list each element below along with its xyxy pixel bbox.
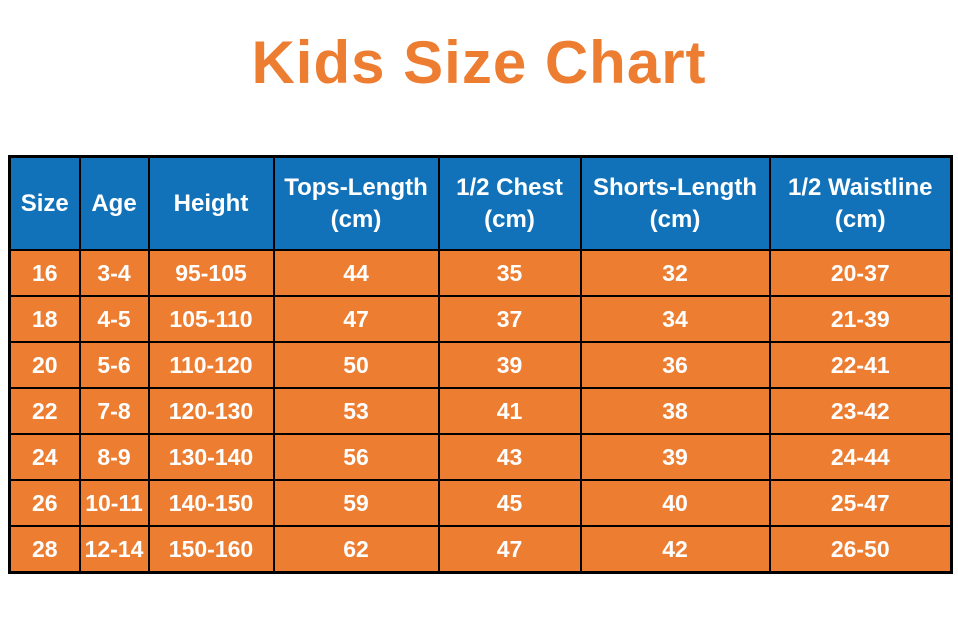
- cell-age: 12-14: [78, 525, 150, 574]
- cell-shorts-length: 38: [579, 387, 771, 435]
- cell-half-waistline: 20-37: [768, 249, 953, 297]
- cell-height: 110-120: [147, 341, 275, 389]
- cell-shorts-length: 34: [579, 295, 771, 343]
- cell-size: 20: [8, 341, 81, 389]
- cell-age: 5-6: [78, 341, 150, 389]
- page-title: Kids Size Chart: [251, 29, 707, 96]
- cell-height: 130-140: [147, 433, 275, 481]
- cell-shorts-length: 36: [579, 341, 771, 389]
- cell-half-chest: 41: [437, 387, 582, 435]
- cell-size: 26: [8, 479, 81, 527]
- table-row: 28 12-14 150-160 62 47 42 26-50: [8, 525, 953, 574]
- cell-age: 3-4: [78, 249, 150, 297]
- cell-shorts-length: 32: [579, 249, 771, 297]
- cell-half-waistline: 22-41: [768, 341, 953, 389]
- cell-height: 95-105: [147, 249, 275, 297]
- cell-tops-length: 44: [272, 249, 440, 297]
- size-chart-table: Size Age Height Tops-Length (cm) 1/2 Che…: [8, 155, 953, 574]
- cell-age: 7-8: [78, 387, 150, 435]
- cell-size: 28: [8, 525, 81, 574]
- header-cell-shorts-length: Shorts-Length (cm): [579, 155, 771, 251]
- cell-tops-length: 53: [272, 387, 440, 435]
- header-cell-tops-length: Tops-Length (cm): [272, 155, 440, 251]
- cell-height: 105-110: [147, 295, 275, 343]
- header-cell-half-waistline: 1/2 Waistline (cm): [768, 155, 953, 251]
- cell-size: 16: [8, 249, 81, 297]
- cell-tops-length: 47: [272, 295, 440, 343]
- cell-age: 10-11: [78, 479, 150, 527]
- cell-height: 140-150: [147, 479, 275, 527]
- cell-half-waistline: 21-39: [768, 295, 953, 343]
- cell-half-chest: 47: [437, 525, 582, 574]
- cell-size: 18: [8, 295, 81, 343]
- cell-tops-length: 62: [272, 525, 440, 574]
- cell-half-waistline: 23-42: [768, 387, 953, 435]
- cell-tops-length: 59: [272, 479, 440, 527]
- cell-half-chest: 43: [437, 433, 582, 481]
- header-cell-age: Age: [78, 155, 150, 251]
- cell-size: 24: [8, 433, 81, 481]
- cell-half-chest: 35: [437, 249, 582, 297]
- header-cell-height: Height: [147, 155, 275, 251]
- cell-shorts-length: 39: [579, 433, 771, 481]
- cell-half-chest: 37: [437, 295, 582, 343]
- table-row: 22 7-8 120-130 53 41 38 23-42: [8, 387, 953, 435]
- header-row: Size Age Height Tops-Length (cm) 1/2 Che…: [8, 155, 953, 251]
- cell-height: 120-130: [147, 387, 275, 435]
- header-cell-size: Size: [8, 155, 81, 251]
- cell-half-chest: 45: [437, 479, 582, 527]
- cell-shorts-length: 42: [579, 525, 771, 574]
- cell-half-waistline: 25-47: [768, 479, 953, 527]
- header-cell-half-chest: 1/2 Chest (cm): [437, 155, 582, 251]
- table-row: 24 8-9 130-140 56 43 39 24-44: [8, 433, 953, 481]
- cell-age: 4-5: [78, 295, 150, 343]
- cell-size: 22: [8, 387, 81, 435]
- cell-tops-length: 50: [272, 341, 440, 389]
- cell-age: 8-9: [78, 433, 150, 481]
- table-row: 18 4-5 105-110 47 37 34 21-39: [8, 295, 953, 343]
- cell-half-waistline: 26-50: [768, 525, 953, 574]
- table-row: 20 5-6 110-120 50 39 36 22-41: [8, 341, 953, 389]
- cell-half-waistline: 24-44: [768, 433, 953, 481]
- table-row: 26 10-11 140-150 59 45 40 25-47: [8, 479, 953, 527]
- cell-half-chest: 39: [437, 341, 582, 389]
- cell-tops-length: 56: [272, 433, 440, 481]
- table-row: 16 3-4 95-105 44 35 32 20-37: [8, 249, 953, 297]
- cell-height: 150-160: [147, 525, 275, 574]
- cell-shorts-length: 40: [579, 479, 771, 527]
